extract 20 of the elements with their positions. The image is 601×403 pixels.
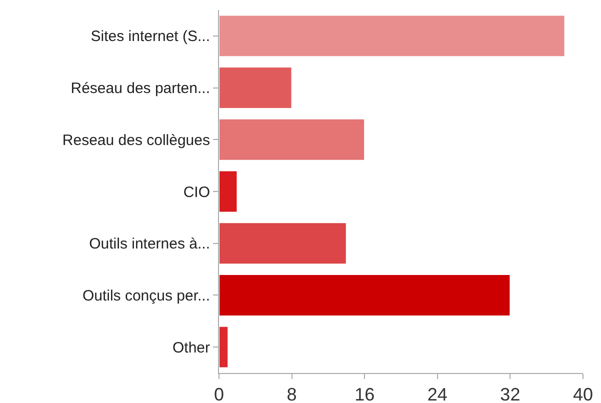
x-tick-label: 16 [354,384,375,403]
y-tick-label: Outils conçus per... [82,287,210,304]
x-tick-label: 0 [214,384,224,403]
y-tick-label: CIO [183,184,210,201]
bar [219,170,238,213]
bar [219,222,347,265]
x-tick-label: 40 [572,384,594,403]
y-tick-label: Outils internes à... [89,236,210,253]
y-tick-label: Sites internet (S... [90,28,210,46]
bar [219,274,511,316]
x-tick-label: 32 [500,384,520,403]
y-tick-label: Other [172,339,210,356]
y-tick-label: Réseau des parten... [70,80,210,98]
bar [219,326,229,368]
x-tick-label: 8 [286,384,297,403]
bar [219,66,292,110]
x-tick-label: 24 [427,384,448,403]
bar [219,14,566,58]
bar [219,118,366,161]
y-tick-label: Reseau des collègues [62,132,210,149]
